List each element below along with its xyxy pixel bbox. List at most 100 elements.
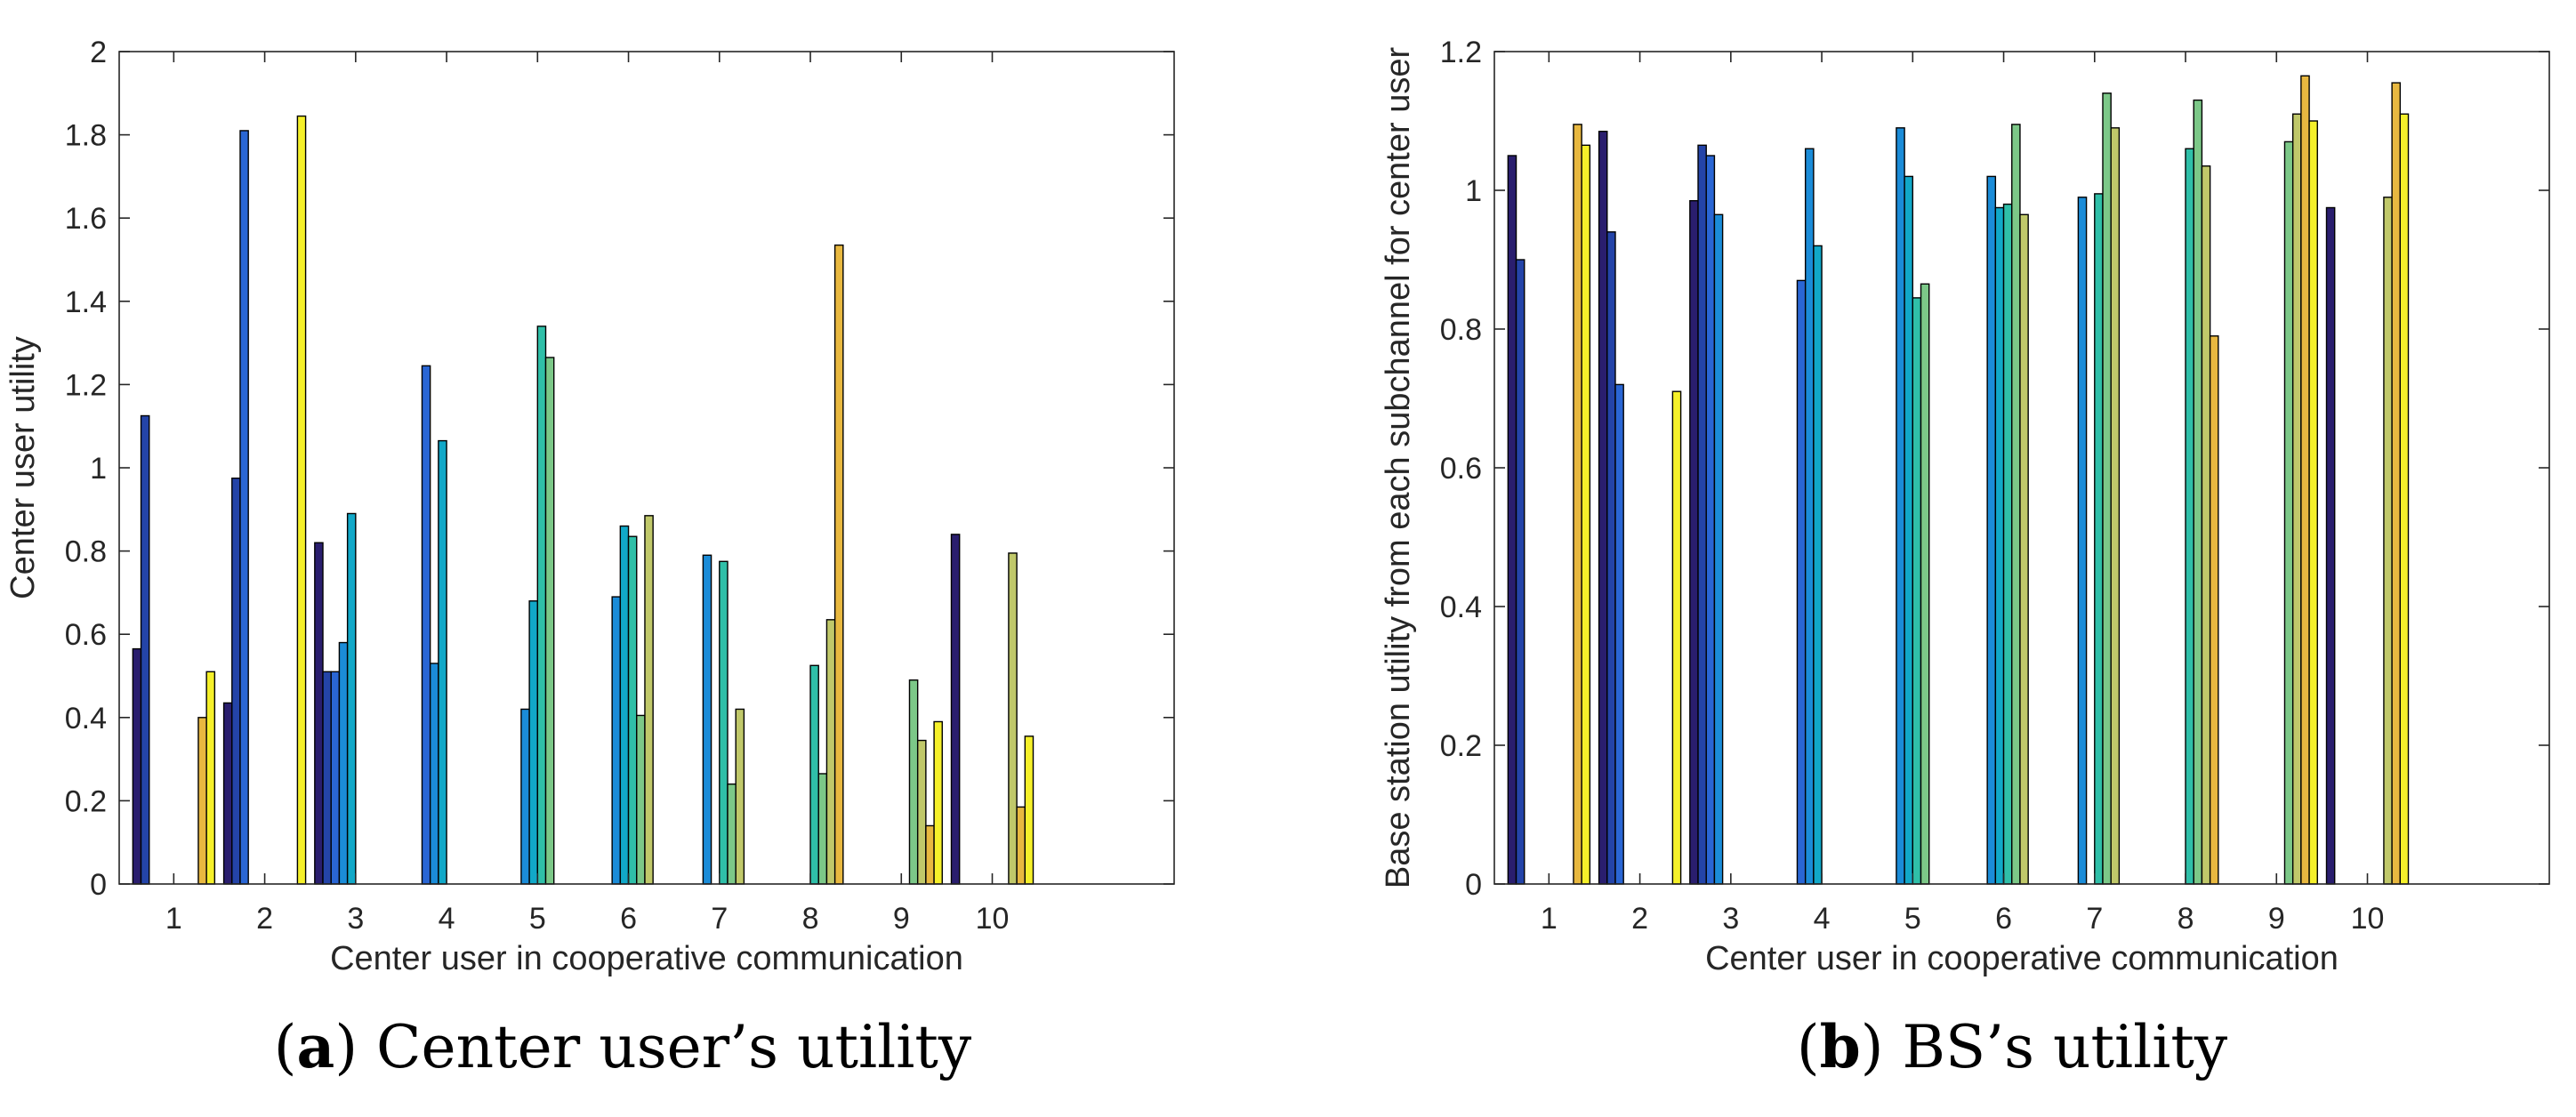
bar-group-6-series-5	[619, 525, 630, 885]
x-tick-label: 8	[2178, 902, 2194, 936]
y-tick-label: 1	[1465, 174, 1482, 208]
bar-group-2-series-1	[222, 702, 233, 885]
x-tick-label: 6	[1995, 902, 2012, 936]
bar-group-10-series-9	[1016, 806, 1026, 885]
x-tick-label: 1	[165, 902, 182, 936]
bar-group-4-series-3	[421, 365, 431, 885]
panel-caption: (b) BS’s utility	[1797, 1012, 2228, 1081]
bar-group-9-series-10	[2308, 120, 2318, 885]
bar-group-9-series-9	[925, 824, 935, 885]
bar-group-2-series-10	[296, 115, 307, 885]
x-tick-label: 7	[2086, 902, 2103, 936]
x-tick-label: 3	[347, 902, 364, 936]
bar-group-1-series-9	[1573, 124, 1582, 885]
y-tick-label: 0.8	[65, 535, 107, 569]
bar-group-8-series-8	[2201, 165, 2211, 885]
bar-group-1-series-10	[1581, 144, 1591, 885]
y-tick-label: 0.8	[1440, 313, 1482, 347]
bar-group-3-series-4	[338, 641, 349, 885]
y-tick-label: 0.4	[65, 702, 107, 735]
bar-group-8-series-9	[2209, 335, 2219, 885]
bar-group-4-series-4	[429, 663, 439, 885]
y-tick-label: 1.8	[65, 119, 107, 153]
bar-group-6-series-7	[2011, 124, 2021, 885]
x-tick-label: 9	[893, 902, 910, 936]
bar-group-8-series-6	[809, 664, 819, 885]
y-tick-label: 1.2	[65, 368, 107, 402]
bar-group-7-series-7	[727, 783, 737, 885]
bar-group-8-series-6	[2185, 148, 2194, 885]
bar-group-1-series-1	[1507, 155, 1517, 885]
bar-group-4-series-5	[438, 439, 447, 885]
chart-panel-a: 0 0.2 0.4 0.6 0.8 1 1.2 1.4 1.6 1.8 2 1 2 3 4 5 6 7 8 9 10 Ce…	[4, 36, 1175, 1081]
bar-group-5-series-6	[536, 325, 547, 885]
x-tick-label: 10	[2351, 902, 2385, 936]
bar-group-6-series-6	[627, 535, 638, 885]
bar-group-3-series-4	[1713, 213, 1724, 885]
x-tick-label: 1	[1541, 902, 1558, 936]
bar-group-3-series-5	[346, 512, 357, 885]
bar-group-6-series-4	[1986, 175, 1997, 885]
bar-group-7-series-8	[735, 708, 745, 885]
bar-group-10-series-8	[1008, 552, 1018, 885]
bar-group-7-series-4	[702, 554, 712, 885]
bar-group-3-series-1	[314, 542, 324, 885]
bar-group-8-series-9	[833, 244, 844, 885]
y-tick-label: 0.2	[1440, 729, 1482, 763]
bar-group-2-series-10	[1671, 390, 1682, 885]
bar-group-10-series-1	[2325, 206, 2336, 885]
bar-group-5-series-4	[520, 708, 530, 885]
y-tick-label: 1.2	[1440, 36, 1482, 69]
bar-group-2-series-3	[239, 130, 249, 885]
x-tick-label: 8	[802, 902, 819, 936]
x-tick-label: 10	[976, 902, 1010, 936]
bar-group-9-series-8	[916, 739, 927, 885]
y-tick-label: 2	[90, 36, 107, 69]
x-tick-label: 7	[711, 902, 728, 936]
bar-group-5-series-4	[1896, 127, 1905, 885]
bar-group-7-series-6	[719, 560, 729, 885]
bar-group-2-series-2	[1606, 231, 1616, 885]
y-axis-label: Center user utility	[4, 336, 42, 599]
bar-group-3-series-1	[1689, 199, 1699, 885]
bar-group-9-series-8	[2291, 113, 2302, 885]
bar-group-3-series-3	[1705, 155, 1716, 885]
bar-group-6-series-5	[1994, 206, 2005, 885]
bar-group-6-series-6	[2002, 203, 2013, 885]
bar-group-2-series-2	[231, 478, 241, 885]
bar-group-10-series-9	[2391, 82, 2402, 885]
bar-group-5-series-6	[1912, 297, 1922, 885]
x-tick-label: 2	[1631, 902, 1648, 936]
bar-group-10-series-10	[1024, 735, 1034, 885]
bar-group-1-series-10	[205, 671, 216, 885]
y-tick-label: 0.6	[65, 618, 107, 652]
bar-group-5-series-5	[528, 600, 539, 885]
bar-group-8-series-7	[817, 773, 828, 885]
y-tick-label: 0.2	[65, 784, 107, 818]
y-tick-label: 0.4	[1440, 591, 1482, 624]
x-tick-label: 5	[529, 902, 546, 936]
x-tick-label: 9	[2268, 902, 2285, 936]
bar-group-2-series-3	[1614, 383, 1624, 885]
bar-group-3-series-2	[322, 671, 332, 885]
bar-group-4-series-4	[1804, 148, 1815, 885]
y-tick-label: 1.4	[65, 285, 107, 319]
bar-group-1-series-2	[1515, 259, 1525, 885]
bar-group-8-series-8	[825, 619, 836, 885]
chart-panel-b: 0 0.2 0.4 0.6 0.8 1 1.2 1 2 3 4 5 6 7 8 9 10 Center user …	[1380, 36, 2550, 1081]
bar-group-6-series-8	[644, 515, 654, 885]
x-tick-label: 3	[1722, 902, 1739, 936]
x-tick-label: 4	[1814, 902, 1831, 936]
bar-group-4-series-5	[1813, 245, 1823, 885]
bar-group-9-series-9	[2300, 75, 2310, 885]
bar-group-3-series-2	[1697, 144, 1707, 885]
y-tick-label: 0	[1465, 868, 1482, 902]
bar-group-10-series-10	[2399, 113, 2410, 885]
y-tick-label: 1	[90, 452, 107, 486]
bar-group-6-series-7	[636, 714, 646, 885]
bar-group-10-series-1	[950, 534, 961, 885]
bar-group-1-series-2	[140, 414, 150, 885]
bar-group-4-series-3	[1796, 279, 1807, 885]
bar-group-9-series-7	[2283, 141, 2294, 885]
